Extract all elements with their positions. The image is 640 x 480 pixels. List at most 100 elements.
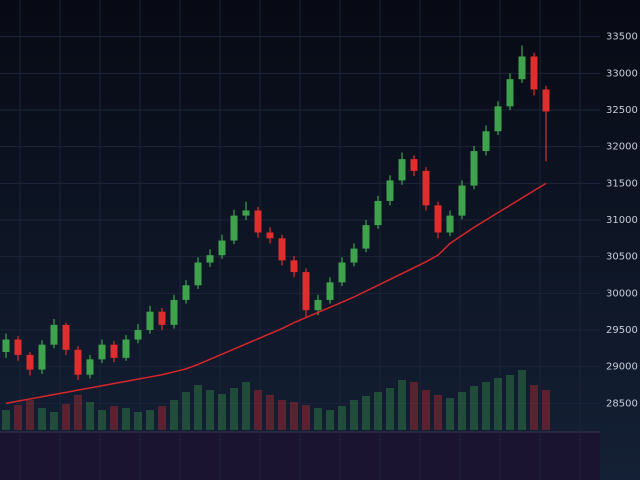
volume-bar	[50, 412, 58, 430]
candle-body	[122, 339, 130, 358]
candle-body	[50, 324, 58, 345]
volume-bar	[266, 395, 274, 430]
volume-bar	[194, 385, 202, 430]
volume-bar	[458, 392, 466, 430]
candle-body	[314, 299, 322, 311]
candle-body	[254, 210, 262, 233]
candle-body	[410, 159, 418, 171]
volume-bar	[338, 406, 346, 430]
moving-average	[5, 182, 547, 405]
y-tick-label: 29500	[606, 325, 638, 336]
candle-body	[458, 185, 466, 216]
candle-body	[98, 344, 106, 360]
volume-bar	[26, 400, 34, 430]
volume-bar	[278, 400, 286, 430]
volume-bar	[410, 382, 418, 430]
candle-body	[278, 238, 286, 261]
volume-bar	[374, 392, 382, 430]
candle-body	[518, 56, 526, 80]
y-tick-label: 32500	[606, 105, 638, 116]
volume-bar	[518, 370, 526, 430]
candle-body	[194, 262, 202, 286]
candle-body	[146, 311, 154, 330]
candle-body	[170, 299, 178, 325]
volume-bar	[218, 394, 226, 430]
candle-body	[206, 255, 214, 263]
y-tick-label: 31000	[606, 215, 638, 226]
candle-body	[530, 56, 538, 90]
candle-body	[74, 349, 82, 375]
candle-body	[158, 311, 166, 325]
candle-body	[374, 200, 382, 226]
volume-bar	[302, 405, 310, 430]
y-tick-label: 32000	[606, 142, 638, 153]
volume-bar	[482, 382, 490, 430]
candle-body	[362, 225, 370, 249]
candle-body	[62, 324, 70, 350]
volume-bar	[182, 392, 190, 430]
volume-bar	[530, 385, 538, 430]
volume-bar	[14, 405, 22, 430]
volume-bar	[206, 390, 214, 430]
candle-body	[86, 359, 94, 375]
volume-bar	[122, 408, 130, 430]
candle-body	[434, 205, 442, 233]
candle-body	[506, 79, 514, 107]
candle-body	[482, 131, 490, 152]
candle-body	[134, 330, 142, 340]
candle-body	[242, 210, 250, 216]
volume-bar	[326, 410, 334, 430]
y-tick-label: 31500	[606, 178, 638, 189]
candle-body	[398, 159, 406, 181]
volume-bar	[470, 386, 478, 430]
candle-body	[290, 260, 298, 273]
volume-bar	[110, 406, 118, 430]
y-tick-label: 33500	[606, 32, 638, 43]
y-tick-label: 30000	[606, 288, 638, 299]
volume-bar	[38, 408, 46, 430]
candle-body	[266, 232, 274, 239]
volume-bar	[62, 404, 70, 430]
candle-body	[230, 215, 238, 241]
candle-body	[38, 344, 46, 370]
candle-body	[422, 170, 430, 206]
volume-bar	[506, 375, 514, 430]
candle-body	[26, 354, 34, 370]
candle-body	[326, 282, 334, 300]
volume-bar	[386, 388, 394, 430]
volume-bar	[422, 390, 430, 430]
volume-bar	[350, 400, 358, 430]
candle-body	[470, 151, 478, 186]
volume-bar	[134, 412, 142, 430]
volume-bar	[242, 382, 250, 430]
candle-body	[14, 339, 22, 355]
candle-body	[302, 272, 310, 311]
volume-bar	[2, 410, 10, 430]
volume-bar	[230, 388, 238, 430]
candle-body	[446, 215, 454, 233]
volume-bar	[170, 400, 178, 430]
y-tick-label: 33000	[606, 68, 638, 79]
volume-bar	[98, 410, 106, 430]
y-tick-label: 29000	[606, 362, 638, 373]
candle-body	[182, 285, 190, 300]
candle-body	[494, 106, 502, 132]
volume-bar	[542, 390, 550, 430]
volume-bar	[314, 408, 322, 430]
volume-bar	[494, 378, 502, 430]
volume-bar	[146, 410, 154, 430]
volume-bar	[86, 402, 94, 430]
volume-bar	[74, 395, 82, 430]
volume-bar	[434, 395, 442, 430]
volume-bar	[254, 390, 262, 430]
y-tick-label: 30500	[606, 252, 638, 263]
y-tick-label: 28500	[606, 398, 638, 409]
candle-body	[386, 180, 394, 201]
volume-bar	[398, 380, 406, 430]
candle-body	[338, 262, 346, 283]
volume-bar	[446, 398, 454, 430]
volume-bar	[290, 402, 298, 430]
volume-bar	[362, 396, 370, 430]
